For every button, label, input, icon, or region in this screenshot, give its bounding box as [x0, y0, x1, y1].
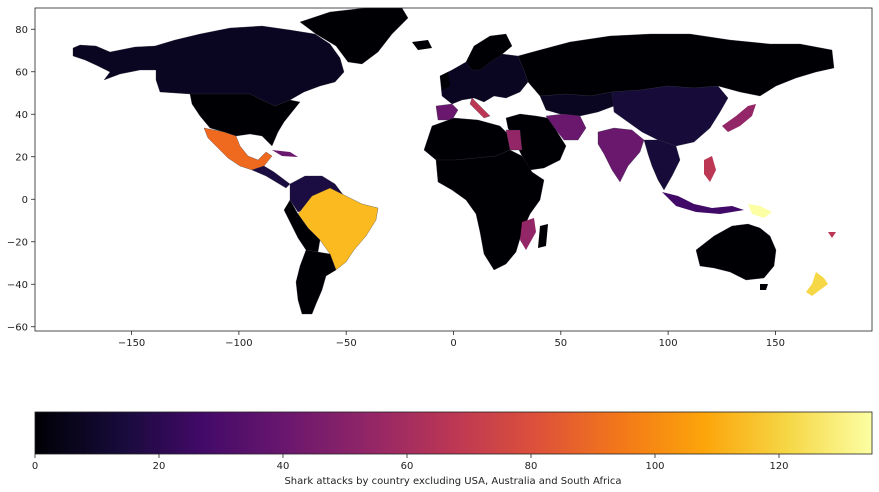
indonesia [662, 192, 744, 214]
x-tick-label: −150 [118, 338, 145, 349]
x-tick-label: 0 [450, 338, 456, 349]
x-tick-label: −50 [336, 338, 357, 349]
y-tick-label: 0 [22, 195, 28, 206]
y-tick-label: −40 [7, 280, 28, 291]
papua-new-guinea [748, 204, 772, 218]
greenland [299, 7, 409, 65]
egypt [505, 129, 523, 151]
colorbar-tick-label: 60 [401, 461, 414, 472]
colorbar-tick-label: 20 [153, 461, 166, 472]
y-tick-label: 60 [15, 67, 28, 78]
madagascar [538, 224, 548, 248]
x-tick-label: −100 [225, 338, 252, 349]
philippines [704, 156, 716, 182]
central-asia [539, 91, 615, 117]
tasmania [760, 284, 768, 290]
fiji [828, 232, 836, 238]
australia [695, 223, 777, 281]
y-tick-label: −60 [7, 322, 28, 333]
mexico [203, 127, 273, 171]
y-tick-label: 20 [15, 152, 28, 163]
y-tick-label: 40 [15, 110, 28, 121]
japan [722, 104, 756, 132]
x-tick-label: 50 [554, 338, 567, 349]
colorbar-label: Shark attacks by country excluding USA, … [284, 476, 621, 487]
map-y-axis: 80 60 40 20 0 −20 −40 −60 [7, 25, 35, 333]
x-tick-label: 150 [766, 338, 785, 349]
map-land [72, 7, 836, 315]
y-tick-label: 80 [15, 25, 28, 36]
colorbar-tick-label: 100 [645, 461, 664, 472]
mozambique [520, 218, 536, 250]
map-x-axis: −150 −100 −50 0 50 100 150 [118, 331, 785, 349]
india [597, 127, 645, 183]
colorbar [34, 411, 873, 455]
colorbar-tick-label: 40 [277, 461, 290, 472]
argentina-chile [295, 249, 337, 315]
colorbar-tick-label: 0 [32, 461, 38, 472]
uk [440, 72, 450, 90]
cuba [272, 150, 298, 157]
scandinavia [465, 33, 513, 71]
iran [545, 113, 587, 141]
canada-alaska [72, 25, 345, 107]
iceland [412, 40, 432, 50]
colorbar-tick-label: 80 [525, 461, 538, 472]
colorbar-tick-label: 120 [769, 461, 788, 472]
italy [469, 97, 491, 119]
y-tick-label: −20 [7, 237, 28, 248]
spain [435, 103, 459, 121]
china [611, 85, 729, 147]
colorbar-axis: 0 20 40 60 80 100 120 [32, 454, 789, 472]
southeast-asia [643, 139, 681, 191]
new-zealand [806, 272, 828, 296]
x-tick-label: 100 [659, 338, 678, 349]
usa [189, 93, 301, 147]
